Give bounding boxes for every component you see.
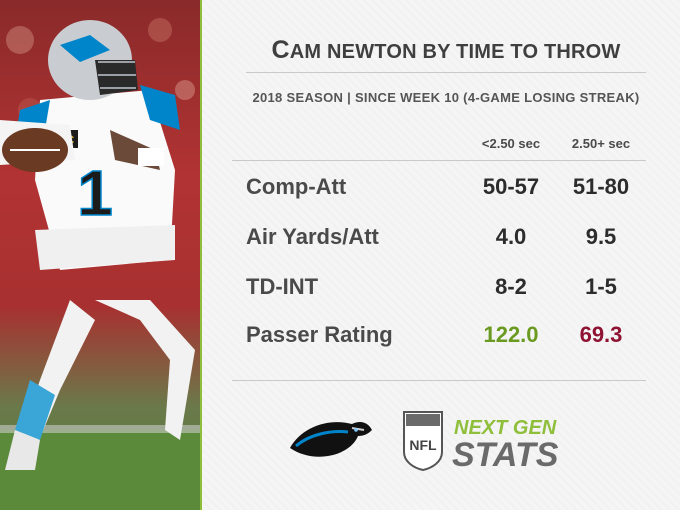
footer-divider xyxy=(232,380,646,381)
title-rest: AM NEWTON BY TIME TO THROW xyxy=(289,41,621,63)
column-header-under-2-5: <2.50 sec xyxy=(481,136,541,151)
panthers-logo xyxy=(290,422,372,457)
cell-td-int-over: 1-5 xyxy=(585,274,617,299)
row-label-comp-att: Comp-Att xyxy=(246,174,347,199)
subtitle: 2018 SEASON | SINCE WEEK 10 (4-GAME LOSI… xyxy=(252,90,640,105)
logos-svg: NFL NEXT GEN STATS xyxy=(290,411,559,474)
row-label-air-yards: Air Yards/Att xyxy=(246,224,379,249)
cell-comp-att-over: 51-80 xyxy=(572,174,630,199)
jersey-number: 1 xyxy=(77,157,113,229)
header-divider xyxy=(232,160,646,161)
row-label-td-int: TD-INT xyxy=(246,274,319,299)
cell-td-int-under: 8-2 xyxy=(495,274,527,299)
cell-passer-rating-under: 122.0 xyxy=(483,322,539,347)
title-divider xyxy=(246,72,646,73)
cell-comp-att-under: 50-57 xyxy=(482,174,540,199)
nfl-shield-logo: NFL xyxy=(403,411,443,472)
next-gen-text: NEXT GEN xyxy=(454,417,557,439)
accent-stripe xyxy=(200,0,202,510)
quarterback-illustration: 1 C xyxy=(0,18,200,510)
title-initial: C xyxy=(271,36,290,64)
stats-panel: CAM NEWTON BY TIME TO THROW 2018 SEASON … xyxy=(202,0,680,510)
cell-passer-rating-over: 69.3 xyxy=(579,322,623,347)
row-label-passer-rating: Passer Rating xyxy=(246,322,393,347)
page-title: CAM NEWTON BY TIME TO THROW xyxy=(246,36,646,65)
player-photo: 1 C xyxy=(0,0,200,510)
cell-air-yards-under: 4.0 xyxy=(495,224,527,249)
nfl-shield-text: NFL xyxy=(409,437,437,453)
cell-air-yards-over: 9.5 xyxy=(585,224,617,249)
logo-row: NFL NEXT GEN STATS xyxy=(282,404,642,474)
stats-text: STATS xyxy=(452,436,559,474)
column-header-over-2-5: 2.50+ sec xyxy=(571,136,631,151)
